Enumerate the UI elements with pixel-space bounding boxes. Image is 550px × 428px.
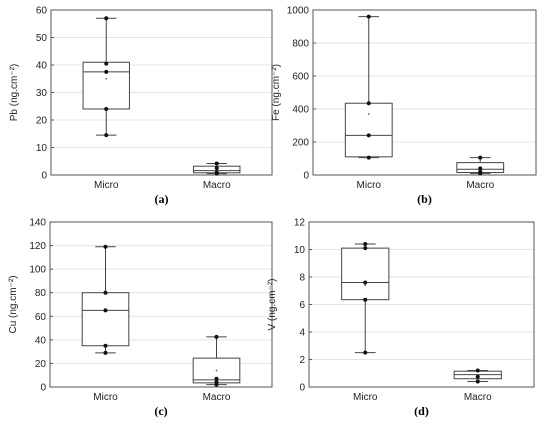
data-point [214,380,219,385]
x-category-label: Macro [466,180,494,191]
mean-marker [215,369,218,372]
y-tick-label: 4 [299,328,305,339]
y-tick-label: 600 [292,72,309,83]
y-tick-label: 40 [36,61,48,72]
y-tick-label: 60 [36,6,48,17]
y-tick-label: 8 [299,273,305,284]
data-point [103,308,108,313]
box-iqr [344,102,393,158]
y-tick-label: 2 [299,355,305,366]
y-axis-label: V (ng.cm⁻²) [267,279,278,331]
y-tick-label: 40 [35,335,47,346]
y-tick-label: 12 [294,218,306,229]
panel-label: (b) [417,192,432,206]
data-point [475,374,480,379]
x-category-label: Micro [94,180,119,191]
data-point [478,155,483,160]
panel-a: 0 10 20 30 40 50 60 Pb (ng.cm⁻²) Micro Macro (a) [9,6,273,206]
plot-frame [312,9,537,176]
data-point [363,280,368,285]
box-iqr [82,61,130,110]
y-tick-label: 6 [299,300,305,311]
data-point [363,242,368,246]
y-tick-label: 140 [29,218,46,229]
x-category-label: Macro [203,180,231,191]
box-micro [82,16,130,138]
data-point [103,350,108,355]
box-iqr [81,292,130,347]
data-point [475,368,480,373]
panel-label: (a) [155,192,169,206]
y-axis-label: Fe (ng.cm⁻²) [271,64,282,121]
y-tick-label: 10 [36,143,48,154]
panel-c: 0 20 40 60 80 100 120 140 Cu (ng.cm⁻²) Micro Macro… [8,218,273,418]
x-category-label: Macro [464,392,492,403]
y-tick-label: 800 [292,39,309,50]
box-micro [344,14,393,160]
panel-d: 0 2 4 6 8 10 12 V (ng.cm⁻²) Micro Macro (d) [267,218,535,418]
y-tick-label: 0 [40,383,46,394]
data-point [478,169,483,174]
x-category-label: Micro [93,392,118,403]
data-point [214,334,219,339]
box-macro [192,334,241,387]
box-macro [453,368,502,384]
y-tick-label: 20 [35,359,47,370]
y-tick-label: 120 [29,241,46,252]
x-category-label: Macro [203,392,231,403]
y-tick-label: 50 [36,33,48,44]
data-point [104,61,109,66]
y-axis-label: Cu (ng.cm⁻²) [8,275,19,333]
box-micro [81,244,130,355]
box-macro [456,155,505,176]
panel-label: (c) [154,404,167,418]
y-tick-label: 1000 [287,6,310,17]
y-tick-label: 60 [35,312,47,323]
data-point [104,107,109,111]
y-tick-label: 0 [41,171,47,182]
data-point [363,350,368,355]
data-point [103,290,108,295]
x-category-label: Micro [353,392,378,403]
data-point [104,16,109,21]
x-category-label: Micro [357,180,382,191]
data-point [366,133,371,138]
data-point [478,166,483,171]
box-iqr [341,247,390,301]
y-tick-label: 80 [35,288,47,299]
data-point [104,133,109,138]
y-tick-label: 0 [299,383,305,394]
data-point [214,166,219,171]
plot-frame [49,221,273,388]
data-point [214,376,219,381]
y-tick-label: 100 [29,265,46,276]
box-micro [341,242,390,355]
data-point [214,170,219,175]
mean-marker [105,77,108,80]
mean-marker [364,284,367,287]
data-point [103,244,108,249]
data-point [366,155,371,160]
y-tick-label: 10 [294,245,306,256]
data-point [104,69,109,74]
data-point [363,297,368,302]
y-tick-label: 200 [292,138,309,149]
data-point [366,14,371,19]
data-point [366,101,371,106]
y-tick-label: 30 [36,88,48,99]
mean-marker [367,113,370,115]
y-axis-label: Pb (ng.cm⁻²) [9,64,20,122]
y-tick-label: 400 [292,105,309,116]
data-point [214,161,219,166]
panel-label: (d) [414,404,429,418]
data-point [475,379,480,384]
y-tick-label: 20 [36,116,48,127]
panel-b: 0 200 400 600 800 1000 Fe (ng.cm⁻²) Micro Macro (… [271,6,537,206]
box-macro [193,161,241,176]
data-point [363,246,368,251]
y-tick-label: 0 [303,171,309,182]
data-point [103,343,108,348]
